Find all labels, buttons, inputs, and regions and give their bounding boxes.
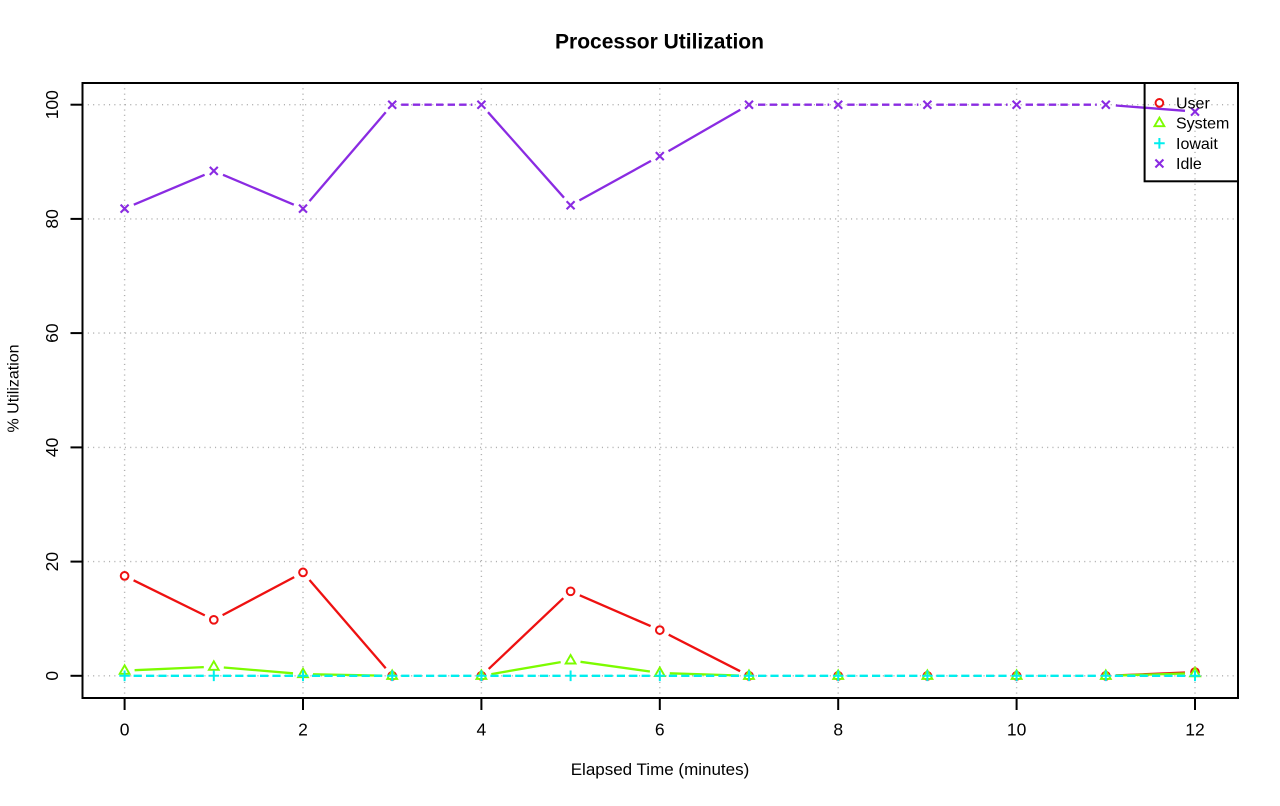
- svg-text:Elapsed Time (minutes): Elapsed Time (minutes): [571, 760, 750, 779]
- svg-text:0: 0: [120, 720, 130, 740]
- svg-text:4: 4: [477, 720, 487, 740]
- svg-text:8: 8: [833, 720, 843, 740]
- svg-text:Processor Utilization: Processor Utilization: [555, 31, 764, 54]
- svg-text:User: User: [1176, 96, 1210, 113]
- svg-text:20: 20: [42, 552, 62, 572]
- svg-text:Idle: Idle: [1176, 156, 1202, 173]
- svg-text:40: 40: [42, 437, 62, 457]
- svg-text:100: 100: [42, 90, 62, 119]
- svg-text:System: System: [1176, 116, 1229, 133]
- svg-text:0: 0: [42, 671, 62, 681]
- svg-text:% Utilization: % Utilization: [6, 344, 23, 432]
- svg-text:2: 2: [298, 720, 308, 740]
- svg-text:80: 80: [42, 209, 62, 229]
- svg-text:6: 6: [655, 720, 665, 740]
- svg-text:Iowait: Iowait: [1176, 136, 1218, 153]
- svg-text:10: 10: [1007, 720, 1027, 740]
- svg-text:60: 60: [42, 323, 62, 343]
- svg-text:12: 12: [1185, 720, 1204, 740]
